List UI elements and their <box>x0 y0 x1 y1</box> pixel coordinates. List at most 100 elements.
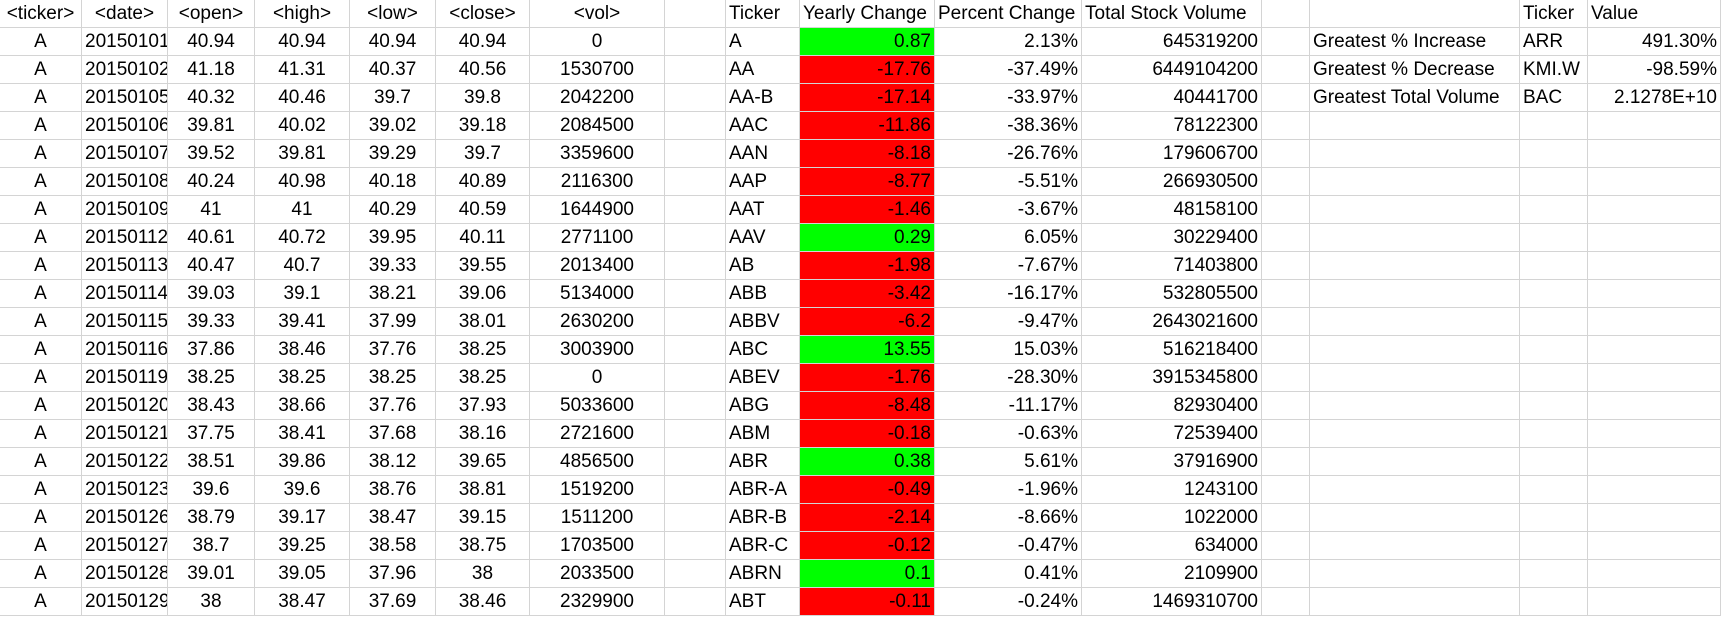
grid-cell[interactable] <box>1520 364 1588 392</box>
grid-cell[interactable] <box>665 504 726 532</box>
stock-ticker-cell[interactable]: A <box>0 252 82 280</box>
grid-cell[interactable] <box>1262 336 1310 364</box>
stock-date-cell[interactable]: 20150121 <box>82 420 168 448</box>
total-volume-cell[interactable]: 179606700 <box>1082 140 1262 168</box>
header-ticker[interactable]: <ticker> <box>0 0 82 28</box>
stock-open-cell[interactable]: 39.01 <box>168 560 255 588</box>
stock-high-cell[interactable]: 40.7 <box>255 252 350 280</box>
header-vol[interactable]: <vol> <box>530 0 665 28</box>
stock-open-cell[interactable]: 37.86 <box>168 336 255 364</box>
stock-low-cell[interactable]: 37.99 <box>350 308 436 336</box>
grid-cell[interactable] <box>1262 560 1310 588</box>
summary-ticker-cell[interactable]: ABM <box>726 420 800 448</box>
grid-cell[interactable] <box>665 420 726 448</box>
grid-cell[interactable] <box>1588 560 1721 588</box>
grid-cell[interactable] <box>1310 308 1520 336</box>
stock-high-cell[interactable]: 38.25 <box>255 364 350 392</box>
stock-open-cell[interactable]: 40.24 <box>168 168 255 196</box>
greatest-label-cell[interactable]: Greatest % Increase <box>1310 28 1520 56</box>
grid-cell[interactable] <box>1588 112 1721 140</box>
stock-close-cell[interactable]: 39.18 <box>436 112 530 140</box>
stock-open-cell[interactable]: 40.47 <box>168 252 255 280</box>
grid-cell[interactable] <box>665 532 726 560</box>
summary-ticker-cell[interactable]: AAT <box>726 196 800 224</box>
grid-cell[interactable] <box>1588 196 1721 224</box>
grid-cell[interactable] <box>1520 448 1588 476</box>
stock-low-cell[interactable]: 37.96 <box>350 560 436 588</box>
grid-cell[interactable] <box>1588 476 1721 504</box>
grid-cell[interactable] <box>1262 0 1310 28</box>
greatest-value-cell[interactable]: 2.1278E+10 <box>1588 84 1721 112</box>
grid-cell[interactable] <box>1262 252 1310 280</box>
grid-cell[interactable] <box>1520 532 1588 560</box>
stock-open-cell[interactable]: 39.52 <box>168 140 255 168</box>
grid-cell[interactable] <box>1310 364 1520 392</box>
yearly-change-cell[interactable]: -8.77 <box>800 168 935 196</box>
yearly-change-cell[interactable]: -1.76 <box>800 364 935 392</box>
stock-low-cell[interactable]: 37.76 <box>350 336 436 364</box>
summary-ticker-cell[interactable]: ABR-B <box>726 504 800 532</box>
grid-cell[interactable] <box>1262 308 1310 336</box>
grid-cell[interactable] <box>665 84 726 112</box>
total-volume-cell[interactable]: 3915345800 <box>1082 364 1262 392</box>
grid-cell[interactable] <box>1520 476 1588 504</box>
summary-ticker-cell[interactable]: AB <box>726 252 800 280</box>
stock-high-cell[interactable]: 39.25 <box>255 532 350 560</box>
grid-cell[interactable] <box>665 28 726 56</box>
stock-open-cell[interactable]: 39.33 <box>168 308 255 336</box>
stock-high-cell[interactable]: 39.05 <box>255 560 350 588</box>
yearly-change-cell[interactable]: 0.87 <box>800 28 935 56</box>
stock-high-cell[interactable]: 40.72 <box>255 224 350 252</box>
summary-ticker-cell[interactable]: AAN <box>726 140 800 168</box>
stock-close-cell[interactable]: 38.25 <box>436 364 530 392</box>
stock-low-cell[interactable]: 38.47 <box>350 504 436 532</box>
stock-vol-cell[interactable]: 2084500 <box>530 112 665 140</box>
greatest-ticker-cell[interactable]: BAC <box>1520 84 1588 112</box>
stock-high-cell[interactable]: 39.6 <box>255 476 350 504</box>
stock-vol-cell[interactable]: 1530700 <box>530 56 665 84</box>
total-volume-cell[interactable]: 72539400 <box>1082 420 1262 448</box>
stock-high-cell[interactable]: 41 <box>255 196 350 224</box>
stock-close-cell[interactable]: 37.93 <box>436 392 530 420</box>
grid-cell[interactable] <box>665 0 726 28</box>
header-low[interactable]: <low> <box>350 0 436 28</box>
stock-date-cell[interactable]: 20150119 <box>82 364 168 392</box>
grid-cell[interactable] <box>1262 56 1310 84</box>
stock-vol-cell[interactable]: 2033500 <box>530 560 665 588</box>
yearly-change-cell[interactable]: -1.46 <box>800 196 935 224</box>
stock-low-cell[interactable]: 40.94 <box>350 28 436 56</box>
stock-date-cell[interactable]: 20150123 <box>82 476 168 504</box>
grid-cell[interactable] <box>1588 252 1721 280</box>
grid-cell[interactable] <box>1520 224 1588 252</box>
yearly-change-cell[interactable]: -8.48 <box>800 392 935 420</box>
yearly-change-cell[interactable]: -0.18 <box>800 420 935 448</box>
grid-cell[interactable] <box>1588 280 1721 308</box>
total-volume-cell[interactable]: 532805500 <box>1082 280 1262 308</box>
greatest-label-cell[interactable]: Greatest % Decrease <box>1310 56 1520 84</box>
grid-cell[interactable] <box>1588 448 1721 476</box>
grid-cell[interactable] <box>1310 196 1520 224</box>
stock-low-cell[interactable]: 40.37 <box>350 56 436 84</box>
stock-close-cell[interactable]: 38.16 <box>436 420 530 448</box>
grid-cell[interactable] <box>1262 140 1310 168</box>
stock-low-cell[interactable]: 38.76 <box>350 476 436 504</box>
grid-cell[interactable] <box>1588 392 1721 420</box>
greatest-value-cell[interactable]: -98.59% <box>1588 56 1721 84</box>
grid-cell[interactable] <box>1262 196 1310 224</box>
grid-cell[interactable] <box>1262 588 1310 616</box>
stock-close-cell[interactable]: 38.81 <box>436 476 530 504</box>
stock-open-cell[interactable]: 41.18 <box>168 56 255 84</box>
percent-change-cell[interactable]: -16.17% <box>935 280 1082 308</box>
grid-cell[interactable] <box>1262 532 1310 560</box>
stock-low-cell[interactable]: 40.18 <box>350 168 436 196</box>
stock-open-cell[interactable]: 38.43 <box>168 392 255 420</box>
grid-cell[interactable] <box>665 168 726 196</box>
stock-vol-cell[interactable]: 1511200 <box>530 504 665 532</box>
stock-low-cell[interactable]: 40.29 <box>350 196 436 224</box>
grid-cell[interactable] <box>665 56 726 84</box>
percent-change-cell[interactable]: -26.76% <box>935 140 1082 168</box>
stock-date-cell[interactable]: 20150101 <box>82 28 168 56</box>
yearly-change-cell[interactable]: -0.11 <box>800 588 935 616</box>
stock-low-cell[interactable]: 39.02 <box>350 112 436 140</box>
stock-close-cell[interactable]: 40.11 <box>436 224 530 252</box>
